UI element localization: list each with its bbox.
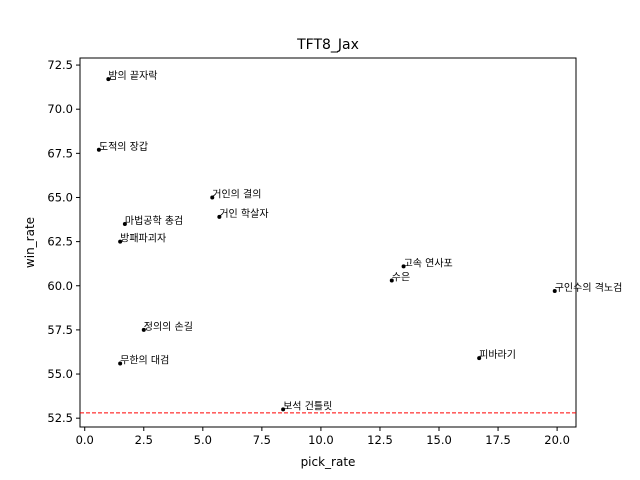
y-tick-label: 67.5 — [47, 146, 73, 160]
chart-title: TFT8_Jax — [296, 37, 359, 53]
data-point-label: 보석 건틀릿 — [283, 400, 332, 412]
y-axis-ticks: 52.5 55.0 57.5 60.0 62.5 65.0 67.5 70.0 72.5 — [47, 58, 80, 425]
data-point-label: 마법공학 총검 — [125, 215, 183, 227]
x-tick-label: 5.0 — [194, 433, 212, 447]
data-point — [106, 77, 111, 82]
data-point-label: 정의의 손길 — [144, 320, 193, 333]
data-point — [281, 407, 286, 412]
data-point — [118, 239, 123, 244]
data-point — [217, 214, 222, 219]
y-tick-label: 72.5 — [47, 58, 73, 72]
y-tick-label: 70.0 — [47, 102, 73, 116]
data-point-label: 방패파괴자 — [120, 233, 166, 245]
x-tick-label: 7.5 — [253, 433, 271, 447]
data-point — [401, 264, 406, 269]
y-tick-label: 52.5 — [47, 411, 73, 425]
data-point — [552, 289, 557, 294]
data-point — [118, 361, 123, 366]
y-tick-label: 57.5 — [47, 323, 73, 337]
x-tick-label: 10.0 — [308, 433, 334, 447]
x-tick-label: 0.0 — [76, 433, 94, 447]
data-point — [122, 221, 127, 226]
x-tick-label: 20.0 — [544, 433, 570, 447]
data-point-label: 피바라기 — [479, 349, 516, 361]
data-point-label: 무한의 대검 — [120, 354, 169, 366]
y-tick-label: 60.0 — [47, 279, 73, 293]
data-point-label: 구인수의 격노검 — [555, 281, 623, 294]
x-tick-label: 17.5 — [485, 433, 511, 447]
data-point-label: 수은 — [392, 271, 410, 283]
data-point — [477, 356, 482, 361]
data-point-label: 거인 학살자 — [219, 208, 268, 220]
data-point-label: 도적의 장갑 — [99, 141, 148, 153]
y-tick-label: 65.0 — [47, 190, 73, 204]
x-axis-label: pick_rate — [301, 455, 356, 469]
data-point-label: 밤의 끝자락 — [108, 70, 157, 82]
x-tick-label: 2.5 — [135, 433, 153, 447]
data-point — [96, 147, 101, 152]
plot-area — [79, 57, 577, 428]
y-tick-label: 55.0 — [47, 367, 73, 381]
x-tick-label: 12.5 — [367, 433, 393, 447]
data-point — [141, 327, 146, 332]
data-point — [389, 278, 394, 283]
data-point-label: 고속 연사포 — [404, 257, 453, 269]
data-point — [210, 195, 215, 200]
y-tick-label: 62.5 — [47, 235, 73, 249]
x-tick-label: 15.0 — [426, 433, 452, 447]
data-point-label: 거인의 결의 — [212, 188, 261, 200]
y-axis-label: win_rate — [23, 217, 37, 268]
x-axis-ticks: 0.0 2.5 5.0 7.5 10.0 12.5 15.0 17.5 20.0 — [76, 427, 570, 447]
plot-frame — [79, 57, 577, 428]
